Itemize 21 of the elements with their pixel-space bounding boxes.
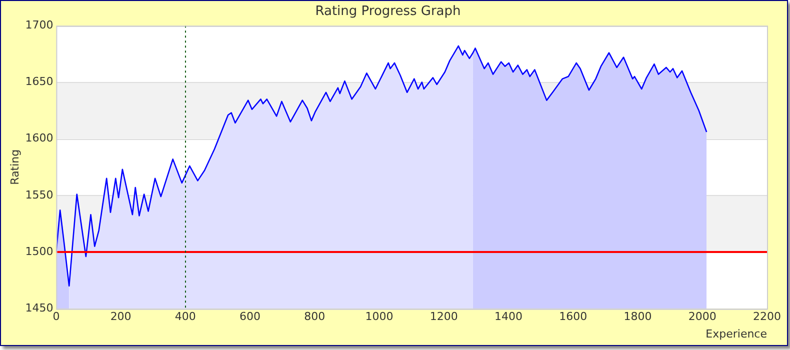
y-tick-label: 1450 <box>25 301 54 314</box>
y-tick-label: 1600 <box>25 132 54 145</box>
x-tick-label: 1800 <box>624 310 652 324</box>
x-tick-label: 800 <box>304 310 326 324</box>
chart-title: Rating Progress Graph <box>315 4 461 20</box>
y-axis-title: Rating <box>8 149 22 185</box>
x-tick-label: 1200 <box>430 310 458 324</box>
x-tick-label: 1000 <box>365 310 394 324</box>
x-tick-label: 2000 <box>688 310 716 324</box>
x-tick-label: 400 <box>174 310 196 324</box>
x-axis-title: Experience <box>706 327 768 340</box>
y-tick-label: 1500 <box>25 244 54 258</box>
x-tick-label: 200 <box>110 310 132 324</box>
y-tick-label: 1650 <box>25 75 54 88</box>
x-tick-label: 1400 <box>494 310 523 324</box>
x-tick-label: 1600 <box>559 310 588 324</box>
y-tick-label: 1550 <box>25 188 54 202</box>
y-tick-label: 1700 <box>25 18 54 32</box>
x-tick-label: 600 <box>240 310 261 324</box>
x-tick-label: 0 <box>52 310 60 324</box>
x-tick-label: 2200 <box>753 310 781 324</box>
